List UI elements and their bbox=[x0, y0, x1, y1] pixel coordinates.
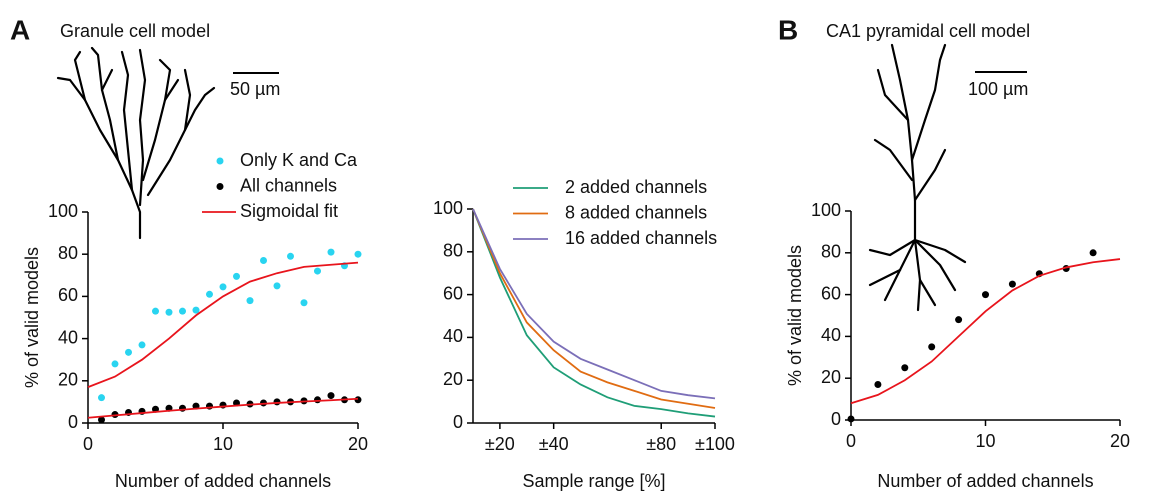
x-tick-label: 0 bbox=[846, 431, 856, 451]
y-tick-label: 40 bbox=[443, 326, 463, 346]
legend-label: All channels bbox=[240, 175, 337, 195]
point bbox=[165, 308, 173, 316]
point bbox=[327, 248, 335, 256]
point bbox=[179, 307, 186, 315]
point bbox=[138, 341, 146, 349]
panel-title: CA1 pyramidal cell model bbox=[826, 21, 1030, 41]
scale-label: 50 µm bbox=[230, 79, 280, 99]
line bbox=[87, 261, 359, 388]
y-tick-label: 40 bbox=[58, 327, 78, 347]
legend-marker bbox=[216, 157, 224, 165]
line bbox=[472, 208, 716, 400]
point bbox=[354, 250, 362, 258]
x-tick-label: 20 bbox=[1110, 431, 1130, 451]
y-tick-label: 20 bbox=[443, 369, 463, 389]
x-tick-label: 10 bbox=[975, 431, 995, 451]
legend-label: Sigmoidal fit bbox=[240, 201, 338, 221]
y-tick-label: 0 bbox=[68, 412, 78, 432]
legend-label: 16 added channels bbox=[565, 228, 717, 248]
y-tick-label: 0 bbox=[831, 409, 841, 429]
point bbox=[273, 398, 281, 406]
y-tick-label: 80 bbox=[443, 241, 463, 261]
point bbox=[955, 316, 963, 324]
x-tick-label: 20 bbox=[348, 434, 368, 454]
x-axis-label: Number of added channels bbox=[877, 471, 1093, 491]
x-axis-label: Sample range [%] bbox=[522, 471, 665, 491]
y-axis-label: % of valid models bbox=[22, 247, 42, 388]
legend-marker bbox=[216, 183, 224, 190]
point bbox=[111, 360, 119, 368]
point bbox=[1089, 249, 1097, 257]
y-tick-label: 100 bbox=[811, 200, 841, 220]
point bbox=[314, 396, 321, 404]
point bbox=[874, 380, 882, 388]
point bbox=[928, 343, 936, 351]
y-tick-label: 20 bbox=[58, 370, 78, 390]
x-axis-label: Number of added channels bbox=[115, 471, 331, 491]
point bbox=[219, 283, 227, 291]
x-tick-label: 0 bbox=[83, 434, 93, 454]
x-tick-label: ±40 bbox=[539, 434, 569, 454]
x-tick-label: ±80 bbox=[646, 434, 676, 454]
point bbox=[98, 416, 105, 424]
y-tick-label: 60 bbox=[443, 283, 463, 303]
line bbox=[472, 208, 716, 418]
granule-cell-drawing bbox=[56, 46, 216, 240]
x-tick-label: 10 bbox=[213, 434, 233, 454]
y-tick-label: 40 bbox=[821, 325, 841, 345]
legend-label: 2 added channels bbox=[565, 177, 707, 197]
pyramidal-cell-drawing bbox=[868, 43, 967, 312]
scale-label: 100 µm bbox=[968, 79, 1028, 99]
y-tick-label: 100 bbox=[48, 201, 78, 221]
y-tick-label: 80 bbox=[58, 243, 78, 263]
point bbox=[192, 306, 200, 314]
point bbox=[233, 272, 240, 280]
point bbox=[901, 364, 909, 372]
point bbox=[847, 415, 855, 423]
panel-title: Granule cell model bbox=[60, 21, 210, 41]
point bbox=[287, 252, 294, 260]
legend-label: 8 added channels bbox=[565, 202, 707, 222]
x-tick-label: ±20 bbox=[485, 434, 515, 454]
y-tick-label: 20 bbox=[821, 367, 841, 387]
point bbox=[246, 297, 254, 305]
y-tick-label: 60 bbox=[58, 285, 78, 305]
y-axis-label: % of valid models bbox=[785, 245, 805, 386]
y-tick-label: 0 bbox=[453, 412, 463, 432]
point bbox=[98, 394, 105, 402]
point bbox=[982, 291, 989, 299]
point bbox=[206, 290, 213, 298]
line bbox=[850, 258, 1121, 405]
x-tick-label: ±100 bbox=[695, 434, 735, 454]
y-tick-label: 60 bbox=[821, 283, 841, 303]
point bbox=[300, 299, 308, 307]
point bbox=[152, 307, 159, 315]
panel-letter: B bbox=[778, 14, 798, 45]
y-tick-label: 80 bbox=[821, 242, 841, 262]
point bbox=[273, 282, 281, 290]
point bbox=[327, 392, 335, 400]
line bbox=[87, 397, 359, 419]
y-tick-label: 100 bbox=[433, 198, 463, 218]
point bbox=[260, 257, 267, 265]
point bbox=[125, 348, 132, 356]
point bbox=[354, 396, 362, 404]
line bbox=[472, 208, 716, 409]
legend-label: Only K and Ca bbox=[240, 150, 358, 170]
point bbox=[1008, 280, 1016, 288]
panel-letter: A bbox=[10, 14, 30, 45]
point bbox=[314, 267, 321, 275]
